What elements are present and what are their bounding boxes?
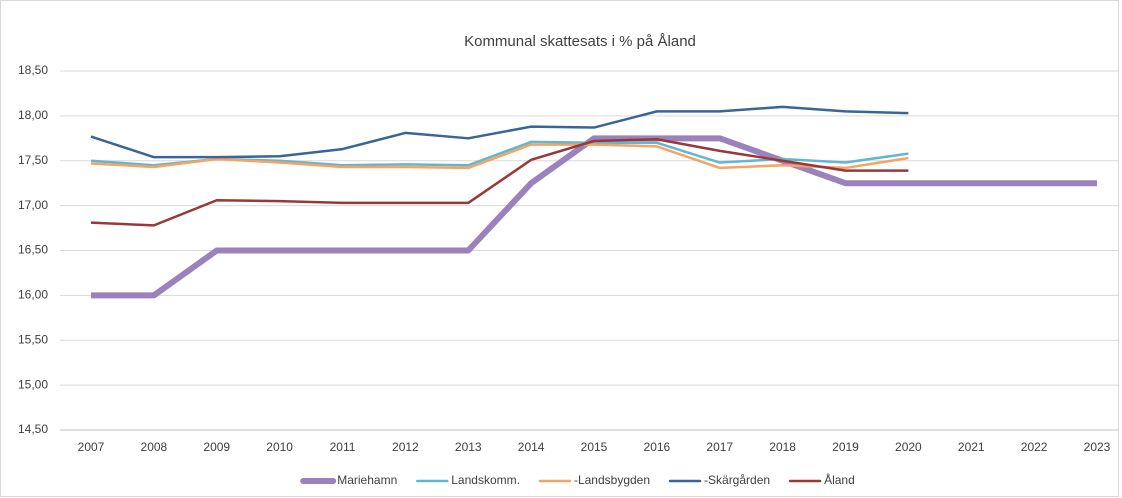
x-tick-label: 2008 [141, 440, 168, 454]
x-tick-label: 2018 [769, 440, 796, 454]
x-tick-label: 2020 [895, 440, 922, 454]
legend-label: -Skärgården [704, 473, 770, 487]
y-tick-label: 17,00 [18, 198, 48, 212]
x-tick-label: 2009 [203, 440, 230, 454]
x-tick-label: 2012 [392, 440, 419, 454]
y-tick-label: 15,00 [18, 377, 48, 391]
x-tick-label: 2007 [78, 440, 105, 454]
x-tick-label: 2010 [266, 440, 293, 454]
x-tick-label: 2023 [1084, 440, 1111, 454]
x-tick-label: 2017 [706, 440, 733, 454]
legend-label: Åland [824, 472, 855, 487]
x-tick-label: 2016 [644, 440, 671, 454]
y-tick-label: 18,00 [18, 108, 48, 122]
x-tick-label: 2014 [518, 440, 545, 454]
y-tick-label: 14,50 [18, 422, 48, 436]
y-tick-label: 16,50 [18, 243, 48, 257]
legend-label: Mariehamn [337, 473, 397, 487]
x-tick-label: 2019 [832, 440, 859, 454]
x-tick-label: 2022 [1021, 440, 1048, 454]
chart-title: Kommunal skattesats i % på Åland [464, 33, 696, 50]
x-tick-label: 2015 [581, 440, 608, 454]
series-line [90, 105, 909, 159]
series-line [90, 143, 909, 170]
y-tick-label: 16,00 [18, 288, 48, 302]
y-tick-label: 15,50 [18, 332, 48, 346]
series-line [91, 135, 1097, 299]
x-tick-label: 2011 [330, 440, 356, 454]
y-tick-label: 18,50 [18, 63, 48, 77]
series-line [90, 137, 909, 227]
legend-label: Landskomm. [451, 473, 520, 487]
legend-label: -Landsbygden [574, 473, 650, 487]
x-tick-label: 2021 [958, 440, 985, 454]
y-tick-label: 17,50 [18, 153, 48, 167]
x-tick-label: 2013 [455, 440, 482, 454]
